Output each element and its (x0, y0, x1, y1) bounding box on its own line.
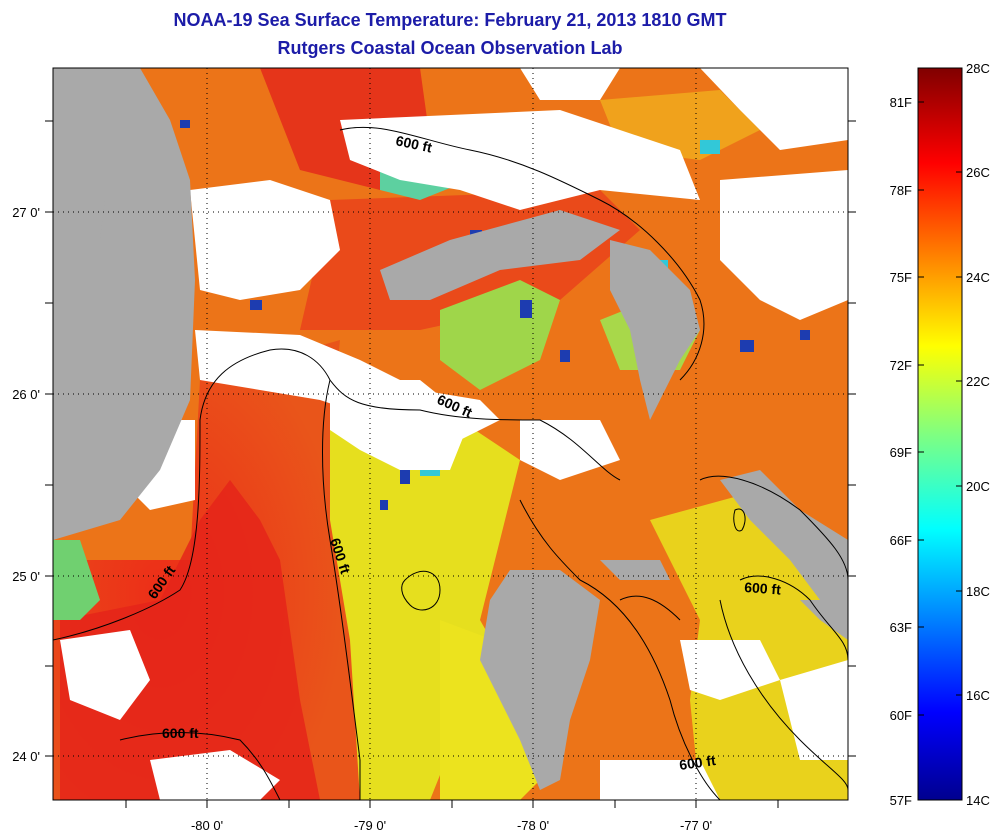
lon-label: -78 0' (517, 818, 549, 833)
fahrenheit-label: 78F (890, 183, 912, 198)
contour-label: 600 ft (162, 725, 199, 741)
fahrenheit-label: 63F (890, 620, 912, 635)
lat-label: 25 0' (12, 569, 40, 584)
fahrenheit-label: 72F (890, 358, 912, 373)
fahrenheit-label: 75F (890, 270, 912, 285)
fahrenheit-label: 81F (890, 95, 912, 110)
lon-label: -77 0' (680, 818, 712, 833)
grand-bahama (380, 210, 620, 300)
celsius-label: 14C (966, 793, 990, 808)
contour-label: 600 ft (394, 132, 433, 155)
celsius-label: 16C (966, 688, 990, 703)
depth-contours (53, 126, 848, 800)
map-title: NOAA-19 Sea Surface Temperature: Februar… (173, 10, 727, 30)
yellow-water (330, 400, 520, 800)
map-frame (52, 67, 849, 801)
lat-label: 24 0' (12, 749, 40, 764)
celsius-label: 22C (966, 374, 990, 389)
fahrenheit-label: 66F (890, 533, 912, 548)
celsius-label: 20C (966, 479, 990, 494)
andros (480, 570, 600, 790)
abaco (610, 240, 700, 420)
lon-label: -79 0' (354, 818, 386, 833)
celsius-label: 28C (966, 61, 990, 76)
celsius-label: 24C (966, 270, 990, 285)
fahrenheit-label: 57F (890, 793, 912, 808)
celsius-label: 18C (966, 584, 990, 599)
map-subtitle: Rutgers Coastal Ocean Observation Lab (277, 38, 623, 58)
contour-label: 600 ft (744, 579, 782, 598)
lon-label: -80 0' (191, 818, 223, 833)
lat-label: 26 0' (12, 387, 40, 402)
graticule (53, 68, 848, 800)
colorbar-gradient (917, 67, 963, 801)
lat-label: 27 0' (12, 205, 40, 220)
contour-label: 600 ft (678, 752, 717, 773)
celsius-label: 26C (966, 165, 990, 180)
fahrenheit-label: 69F (890, 445, 912, 460)
fahrenheit-label: 60F (890, 708, 912, 723)
